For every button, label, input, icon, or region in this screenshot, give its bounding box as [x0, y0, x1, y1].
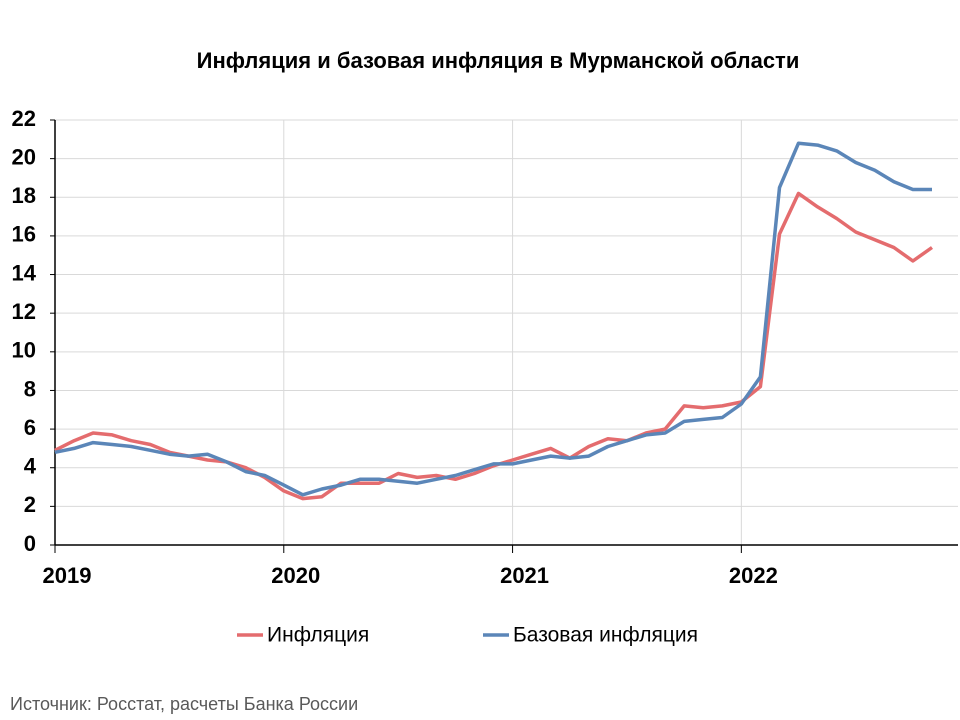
- y-tick-label: 16: [12, 222, 36, 247]
- x-tick-label: 2020: [271, 563, 320, 588]
- x-tick-label: 2021: [500, 563, 549, 588]
- y-tick-label: 6: [24, 415, 36, 440]
- y-tick-label: 22: [12, 106, 36, 131]
- y-tick-label: 2: [24, 492, 36, 517]
- chart-title: Инфляция и базовая инфляция в Мурманской…: [197, 48, 800, 73]
- x-tick-label: 2022: [729, 563, 778, 588]
- series-line: [54, 141, 932, 497]
- source: Источник: Росстат, расчеты Банка России: [10, 694, 358, 714]
- y-tick-label: 8: [24, 376, 36, 401]
- legend-label: Базовая инфляция: [513, 624, 698, 647]
- y-tick-label: 4: [24, 454, 37, 479]
- series-line: [54, 191, 934, 501]
- y-tick-label: 18: [12, 183, 36, 208]
- y-tick-label: 14: [12, 260, 37, 285]
- y-tick-label: 12: [12, 299, 36, 324]
- x-tick-label: 2019: [43, 563, 92, 588]
- y-tick-label: 0: [24, 531, 36, 556]
- y-tick-label: 10: [12, 338, 36, 363]
- y-tick-label: 20: [12, 144, 36, 169]
- legend-label: Инфляция: [267, 624, 369, 647]
